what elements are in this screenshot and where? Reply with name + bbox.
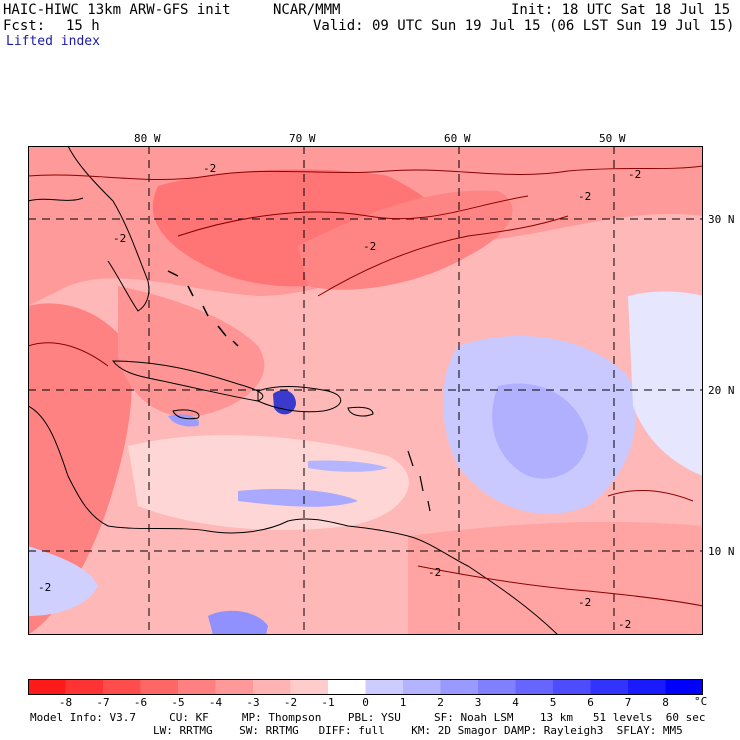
forecast-hour: 15 h [66,18,100,34]
colorbar-tick-label: 1 [399,696,407,709]
shade-ne-band [298,190,513,290]
colorbar-tick-label: -8 [58,696,73,709]
colorbar-tick-label: -5 [171,696,185,709]
colorbar-swatch [515,679,554,695]
shade-southeast-warm [408,521,703,635]
lon-label-70w: 70 W [289,132,316,145]
lat-label-20n: 20 N [708,384,735,397]
contour-label: -2 [38,581,51,594]
colorbar-swatch [553,679,591,695]
colorbar-tick-label: 3 [474,696,482,709]
colorbar-tick-label: -1 [321,696,335,709]
contour-label: -2 [578,596,591,609]
shade-atlantic-core [492,383,588,479]
contour-label: -2 [628,168,641,181]
colorbar-swatch [403,679,441,695]
shade-east-light [628,291,703,476]
shade-south-cell [208,610,268,635]
coast-lesser-antilles [407,450,431,512]
colorbar-swatch [440,679,479,695]
coast-south-america [28,405,559,635]
lon-label-80w: 80 W [134,132,161,145]
lifted-index-map: -2 -2 -2 -2 -2 -2 -2 -2 -2 [28,146,703,635]
contour-label: -2 [428,566,441,579]
footer-model-info: Model Info: V3.7 CU: KF MP: Thompson PBL… [30,711,706,724]
coast-puerto-rico [347,406,374,417]
colorbar-swatch [328,679,366,695]
contour-label: -2 [113,232,126,245]
shade-bahamas [118,286,265,417]
colorbar-tick-label: -6 [133,696,148,709]
colorbar-tick-label: 2 [437,696,444,709]
org-label: NCAR/MMM [273,2,341,18]
coast-bahamas [167,270,239,347]
coast-jamaica [172,409,200,420]
colorbar-swatch [103,679,141,695]
shade-cuba-cell [168,414,199,427]
colorbar-swatch [478,679,516,695]
colorbar-swatch [628,679,666,695]
colorbar-unit: °C [694,695,708,708]
contours [28,165,703,607]
forecast-label: Fcst: [3,18,46,34]
field-name: Lifted index [6,34,100,49]
contour-label: -2 [363,240,376,253]
footer-physics-info: LW: RRTMG SW: RRTMG DIFF: full KM: 2D Sm… [153,724,683,737]
coast-hispaniola [257,385,341,413]
init-time: Init: 18 UTC Sat 18 Jul 15 [511,2,731,18]
lat-lon-grid [28,146,703,635]
lon-label-60w: 60 W [444,132,471,145]
colorbar-tick-label: -4 [208,696,223,709]
colorbar-swatch [65,679,104,695]
lat-label-30n: 30 N [708,213,735,226]
shade-central-america [28,546,98,616]
valid-time: Valid: 09 UTC Sun 19 Jul 15 (06 LST Sun … [313,18,735,34]
contour-label: -2 [618,618,631,631]
coast-florida [67,146,150,312]
colorbar-tick-label: 4 [512,696,519,709]
colorbar-tick-label: 0 [362,696,369,709]
lon-label-50w: 50 W [599,132,626,145]
colorbar-frame [28,679,703,695]
colorbar-tick-label: 6 [587,696,594,709]
colorbar-swatch [665,679,703,695]
colorbar-tick-label: 5 [549,696,557,709]
colorbar-swatch [253,679,291,695]
colorbar-tick-label: 7 [624,696,632,709]
colorbar-swatch [140,679,179,695]
contour-label: -2 [203,162,216,175]
contour-label: -2 [578,190,591,203]
shade-west-warm [28,303,132,635]
colorbar-tick-label: -3 [246,696,260,709]
map-frame [28,146,703,635]
colorbar-swatch [290,679,329,695]
colorbar-tick-label: -7 [96,696,110,709]
shade-caribbean-light [128,435,409,530]
colorbar-tick-label: 8 [662,696,669,709]
colorbar-tick-label: -2 [283,696,298,709]
shade-band-1 [238,489,358,507]
colorbar-swatch [28,679,66,695]
colorbar [28,679,703,695]
model-title: HAIC-HIWC 13km ARW-GFS init [3,2,231,18]
colorbar-swatch [215,679,254,695]
shade-band-2 [308,460,388,472]
colorbar-swatch [178,679,216,695]
colorbar-swatch [590,679,629,695]
coast-gulf [28,197,84,202]
colorbar-swatch [365,679,404,695]
lat-label-10n: 10 N [708,545,735,558]
